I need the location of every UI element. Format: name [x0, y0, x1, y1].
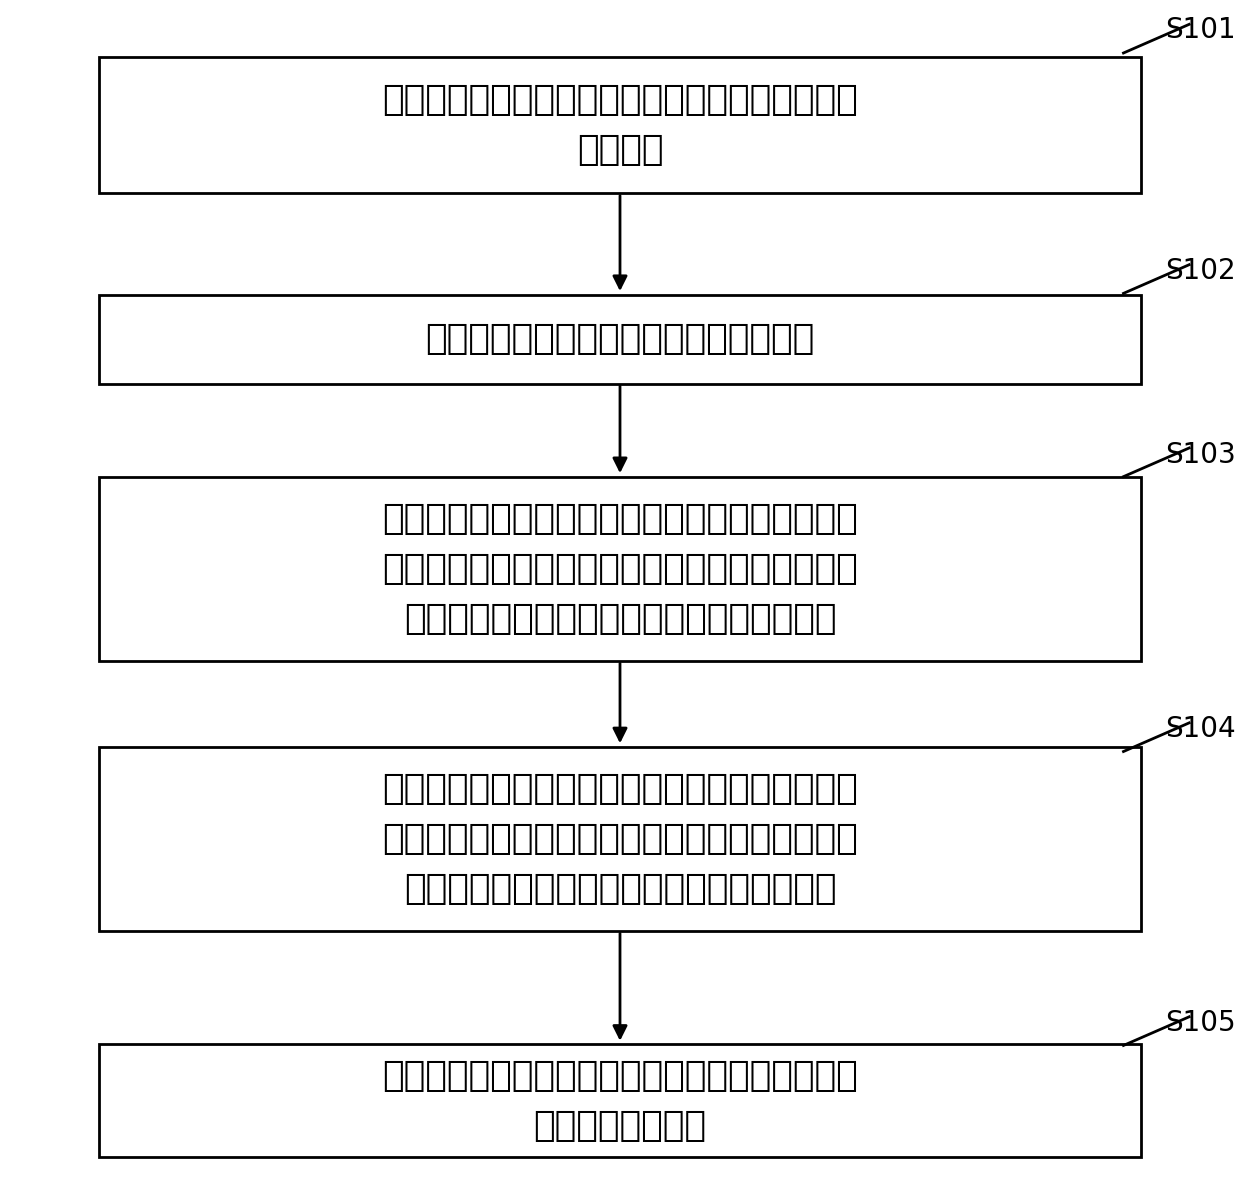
Text: 接收相机拍摄指令，以启动激光辅助对焦: 接收相机拍摄指令，以启动激光辅助对焦 [425, 322, 815, 356]
Bar [99, 476, 1141, 660]
Bar [99, 747, 1141, 931]
Text: S105: S105 [1166, 1009, 1236, 1038]
Bar [99, 56, 1141, 193]
Text: 接收激光辅助对焦功能开启指令，以激活激光辅助
对焦功能: 接收激光辅助对焦功能开启指令，以激活激光辅助 对焦功能 [382, 83, 858, 167]
Text: S103: S103 [1166, 440, 1236, 469]
Bar [99, 1045, 1141, 1157]
Bar [99, 295, 1141, 383]
Text: 通过激光脉冲接收器接收经过反射的低强度激光脉
冲，根据发送和接收所述低强度激光脉冲之间的时
间计算智能终端到所述相机的对焦位置的距离: 通过激光脉冲接收器接收经过反射的低强度激光脉 冲，根据发送和接收所述低强度激光脉… [382, 772, 858, 906]
Text: S102: S102 [1166, 257, 1236, 286]
Text: S101: S101 [1166, 15, 1236, 44]
Text: 根据相机的对焦位置旋转智能终端内置的激光脉冲
收发器，通过激光脉冲发射器向所述相机的对焦位
置发送低强度激光脉冲，以开始激光辅助对焦: 根据相机的对焦位置旋转智能终端内置的激光脉冲 收发器，通过激光脉冲发射器向所述相… [382, 502, 858, 635]
Text: 根据智能终端到相机的对焦位置的距离设置相机的
焦距，并进行对焦: 根据智能终端到相机的对焦位置的距离设置相机的 焦距，并进行对焦 [382, 1059, 858, 1142]
Text: S104: S104 [1166, 715, 1236, 744]
